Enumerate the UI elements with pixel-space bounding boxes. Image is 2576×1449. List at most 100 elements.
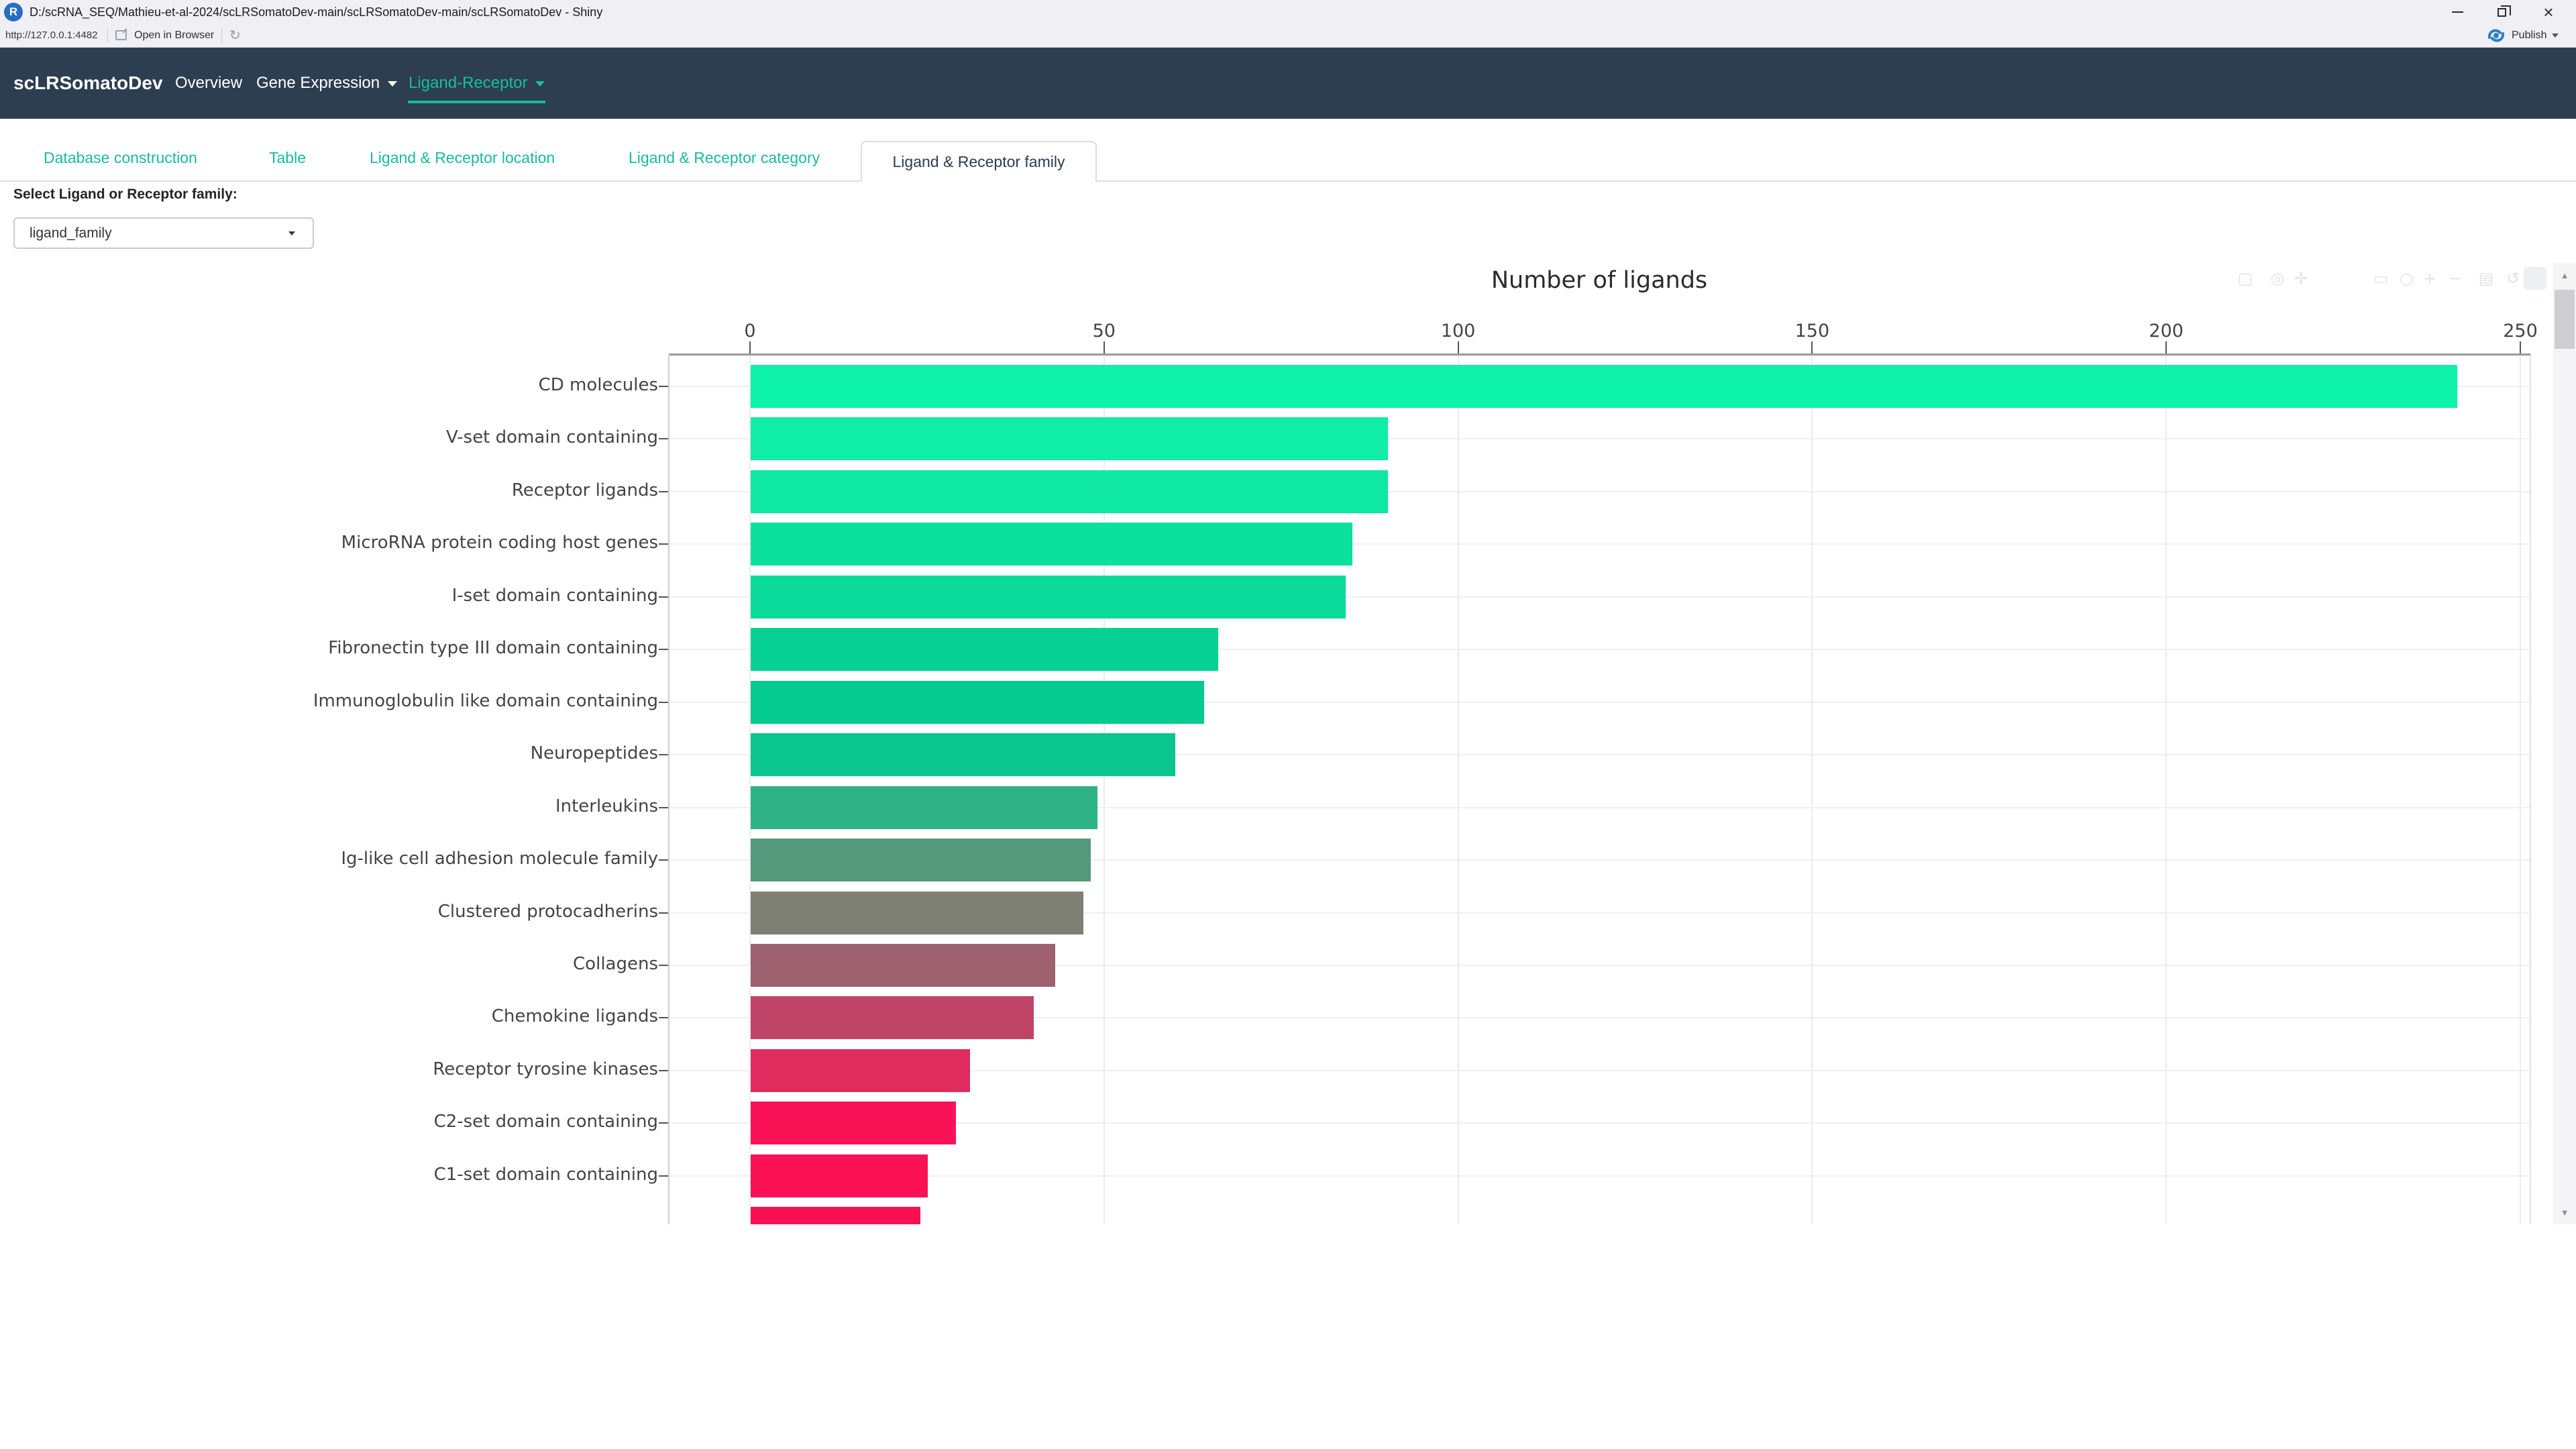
toolbar-divider xyxy=(107,28,108,43)
zoom-icon[interactable]: ◎ xyxy=(2270,269,2285,288)
family-select-value: ligand_family xyxy=(30,225,112,241)
y-tick-mark xyxy=(659,1175,668,1177)
chart-bar[interactable] xyxy=(751,786,1097,829)
tab-ligand-receptor-category[interactable]: Ligand & Receptor category xyxy=(629,149,820,166)
restore-icon xyxy=(2497,5,2511,17)
y-tick-mark xyxy=(659,806,668,808)
publish-button[interactable]: Publish xyxy=(2486,24,2559,47)
navbar-brand[interactable]: scLRSomatoDev xyxy=(13,72,163,93)
chart-bar[interactable] xyxy=(751,996,1034,1040)
chart-bar[interactable] xyxy=(751,891,1083,934)
family-select-dropdown[interactable]: ligand_family xyxy=(13,217,314,249)
chart-bar[interactable] xyxy=(751,1102,956,1145)
y-tick-mark xyxy=(659,859,668,861)
nav-item-ligand-receptor[interactable]: Ligand-Receptor xyxy=(409,48,545,119)
x-gridline xyxy=(1103,354,1105,1224)
chart-title: Number of ligands xyxy=(1491,267,1708,294)
camera-icon[interactable]: ▢ xyxy=(2237,269,2253,288)
tab-bar: Database construction Table Ligand & Recep… xyxy=(0,134,2576,184)
chart-bar[interactable] xyxy=(751,523,1352,566)
viewer-toolbar: http://127.0.0.1:4482 Open in Browser ↻ … xyxy=(0,24,2576,48)
x-tick-label: 50 xyxy=(1092,321,1116,341)
window-titlebar: R D:/scRNA_SEQ/Mathieu-et-al-2024/scLRSo… xyxy=(0,0,2576,24)
category-label: Receptor ligands xyxy=(511,480,658,500)
plot-area: Number of ligands 0 50 100 150 200 250 CD mole… xyxy=(0,262,2549,1224)
plotly-logo-icon[interactable] xyxy=(2524,267,2546,290)
chart-bar[interactable] xyxy=(751,943,1055,987)
reset-axes-icon[interactable]: ↺ xyxy=(2506,269,2520,288)
chart-bar[interactable] xyxy=(751,628,1218,672)
minimize-button[interactable] xyxy=(2442,0,2473,24)
publish-label: Publish xyxy=(2512,30,2547,41)
y-gridline xyxy=(668,806,2530,808)
y-gridline xyxy=(668,912,2530,914)
scroll-up-icon[interactable]: ▲ xyxy=(2560,270,2569,280)
plot-right-border xyxy=(2530,354,2531,1224)
chart-bar[interactable] xyxy=(751,417,1388,461)
y-gridline xyxy=(668,1175,2530,1177)
scrollbar-thumb[interactable] xyxy=(2555,290,2575,349)
box-select-icon[interactable]: ▭ xyxy=(2373,269,2389,288)
y-tick-mark xyxy=(659,649,668,651)
y-gridline xyxy=(668,596,2530,598)
tab-table[interactable]: Table xyxy=(269,149,306,166)
navbar: scLRSomatoDev Overview Gene Expression Lig… xyxy=(0,48,2576,119)
chart-bar[interactable] xyxy=(751,470,1388,513)
category-label: Interleukins xyxy=(555,796,658,816)
vertical-scrollbar[interactable]: ▲ ▼ xyxy=(2553,263,2576,1224)
y-gridline xyxy=(668,754,2530,756)
open-in-browser-button[interactable]: Open in Browser xyxy=(134,30,215,41)
y-tick-mark xyxy=(659,596,668,598)
app-url: http://127.0.0.1:4482 xyxy=(5,30,98,41)
x-tick-label: 250 xyxy=(2503,321,2538,341)
y-gridline xyxy=(668,438,2530,440)
category-label: Collagens xyxy=(573,953,658,974)
x-tick-mark xyxy=(2520,341,2521,354)
x-tick-label: 200 xyxy=(2149,321,2184,341)
y-tick-mark xyxy=(659,1017,668,1019)
y-axis-line xyxy=(668,354,669,1224)
tab-ligand-receptor-location[interactable]: Ligand & Receptor location xyxy=(370,149,555,166)
tab-ligand-receptor-family[interactable]: Ligand & Receptor family xyxy=(861,141,1097,182)
nav-item-label: Overview xyxy=(175,74,243,92)
autoscale-icon[interactable]: ▤ xyxy=(2478,269,2494,288)
active-nav-underline xyxy=(408,101,545,103)
refresh-icon[interactable]: ↻ xyxy=(229,28,241,43)
restore-button[interactable] xyxy=(2486,0,2517,24)
chart-bar[interactable] xyxy=(751,733,1175,777)
tab-bar-border xyxy=(0,180,2576,182)
nav-item-overview[interactable]: Overview xyxy=(175,48,242,119)
x-tick-mark xyxy=(2165,341,2167,354)
lasso-icon[interactable]: ○ xyxy=(2399,269,2414,288)
close-button[interactable]: × xyxy=(2533,0,2564,24)
x-tick-label: 0 xyxy=(744,321,756,341)
x-tick-label: 100 xyxy=(1440,321,1476,341)
chart-bar[interactable] xyxy=(751,1154,928,1197)
tab-database-construction[interactable]: Database construction xyxy=(44,149,197,166)
zoom-out-icon[interactable]: − xyxy=(2448,269,2463,288)
chevron-down-icon xyxy=(2552,34,2559,38)
select-family-label: Select Ligand or Receptor family: xyxy=(13,186,237,202)
chart-bar[interactable] xyxy=(751,680,1204,724)
category-label: Chemokine ligands xyxy=(491,1006,658,1027)
window-title: D:/scRNA_SEQ/Mathieu-et-al-2024/scLRSoma… xyxy=(30,5,603,19)
x-gridline xyxy=(749,354,751,1224)
pan-icon[interactable]: ✛ xyxy=(2294,269,2308,288)
y-gridline xyxy=(668,1122,2530,1124)
chart-bar[interactable] xyxy=(751,1049,970,1092)
chart-bar[interactable] xyxy=(751,839,1091,882)
chart-bar[interactable] xyxy=(751,1207,920,1224)
chart-bar[interactable] xyxy=(751,575,1346,619)
x-tick-mark xyxy=(1811,341,1813,354)
chart-bar[interactable] xyxy=(751,365,2457,408)
nav-item-gene-expression[interactable]: Gene Expression xyxy=(256,48,398,119)
nav-item-label: Gene Expression xyxy=(256,74,380,92)
zoom-in-icon[interactable]: + xyxy=(2422,269,2437,288)
y-gridline xyxy=(668,1017,2530,1019)
chevron-down-icon xyxy=(388,80,398,87)
tab-label: Ligand & Receptor family xyxy=(892,153,1065,170)
scroll-down-icon[interactable]: ▼ xyxy=(2560,1207,2569,1218)
y-tick-mark xyxy=(659,1069,668,1071)
y-tick-mark xyxy=(659,386,668,387)
